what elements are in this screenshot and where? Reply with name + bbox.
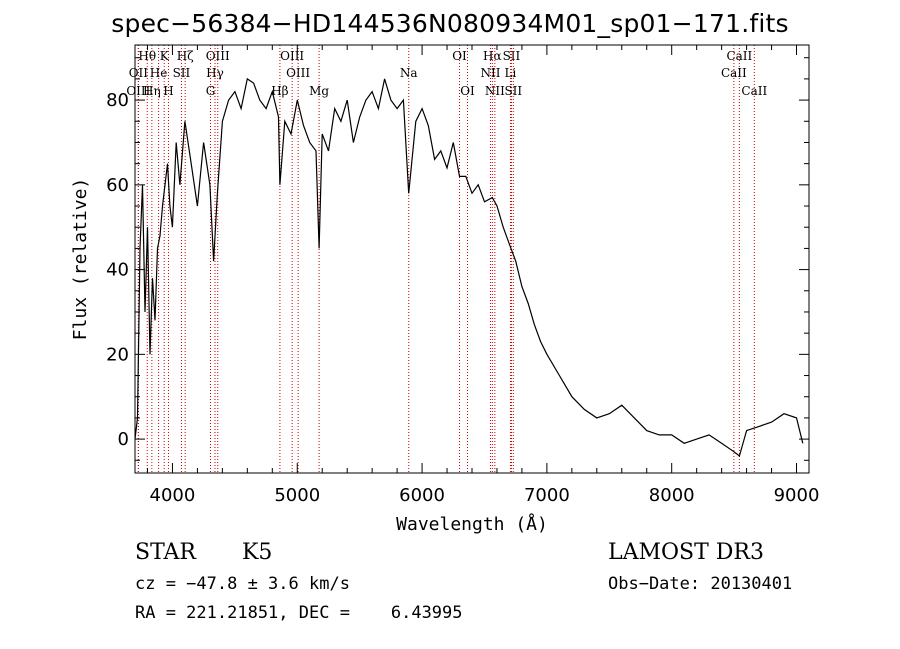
line-marker-label-26: CaII [721,66,747,80]
object-subclass: K5 [242,540,273,565]
y-tick-label-0: 0 [118,429,129,450]
spectrum-series [134,77,804,458]
line-marker-label-24: SII [504,84,522,98]
x-tick-label-1: 5000 [274,485,320,506]
line-marker-label-8: SII [173,66,191,80]
obs-date: Obs−Date: 20130401 [608,574,793,594]
x-axis-label: Wavelength (Å) [396,513,548,535]
line-marker-label-19: Hα [483,49,502,63]
y-tick-label-1: 20 [106,344,129,365]
object-class: STAR [135,540,196,565]
line-marker-label-9: OIII [206,49,230,63]
line-marker-label-11: G [206,84,216,98]
y-tick-label-2: 40 [106,260,129,281]
x-tick-label-4: 8000 [649,485,695,506]
coordinates-text: RA = 221.21851, DEC = 6.43995 [135,603,463,623]
survey-name: LAMOST DR3 [608,540,764,565]
line-marker-label-3: Hη [143,84,161,98]
line-marker-label-21: NII [485,84,505,98]
line-marker-label-25: CaII [726,49,752,63]
line-marker-label-17: OI [452,49,467,63]
line-marker-label-22: SII [503,49,521,63]
x-tick-label-3: 7000 [524,485,570,506]
line-marker-label-20: NII [480,66,500,80]
plot-frame [134,44,810,474]
redshift-text: cz = −47.8 ± 3.6 km/s [135,574,350,594]
x-tick-label-2: 6000 [399,485,445,506]
line-marker-label-15: Mg [309,84,329,98]
line-marker-label-6: H [163,84,173,98]
line-marker-label-7: Hζ [177,49,194,63]
x-tick-label-0: 4000 [150,485,196,506]
y-tick-label-3: 60 [106,175,129,196]
axis-ticks: 4000 5000 6000 7000 8000 9000 0 20 40 60 80 [106,45,819,506]
chart-title: spec−56384−HD144536N080934M01_sp01−171.f… [111,9,789,38]
y-axis-label: Flux (relative) [70,178,91,341]
line-marker-label-0: Hθ [138,49,156,63]
x-tick-label-5: 9000 [774,485,820,506]
y-tick-label-4: 80 [106,90,129,111]
line-marker-label-14: OIII [286,66,310,80]
line-marker-label-18: OI [460,84,475,98]
line-marker-label-4: He [150,66,168,80]
line-marker-label-13: OIII [280,49,304,63]
line-marker-label-5: K [160,49,170,63]
line-marker-label-27: CaII [741,84,767,98]
line-marker-label-10: Hγ [206,66,224,80]
line-marker-label-16: Na [400,66,418,80]
line-marker-label-12: Hβ [271,84,288,98]
spectrum-line-0 [134,77,804,458]
line-marker-label-2: OIII [126,84,150,98]
line-marker-label-23: Li [505,66,517,80]
